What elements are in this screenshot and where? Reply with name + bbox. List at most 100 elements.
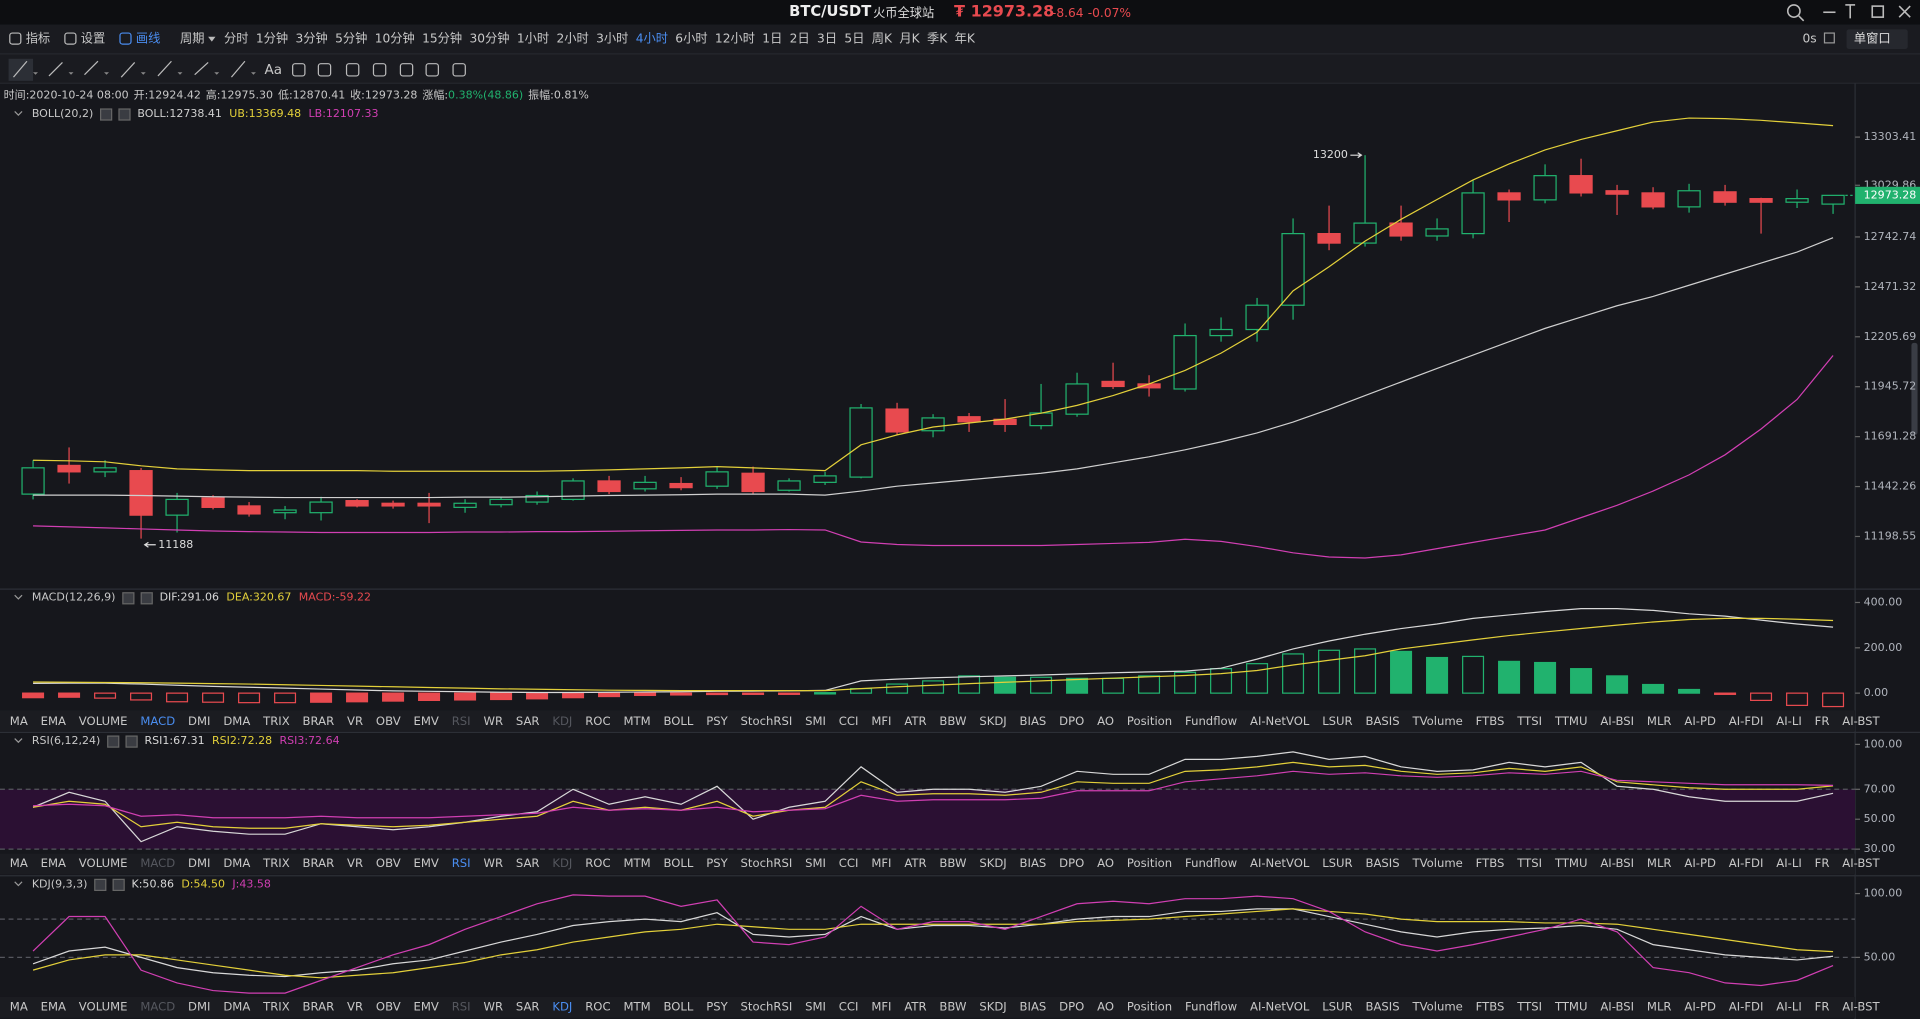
period-button[interactable]: 15分钟 <box>422 31 462 46</box>
indicator-tab[interactable]: VR <box>347 999 363 1013</box>
indicator-tab[interactable]: EMA <box>41 714 66 728</box>
indicator-tab[interactable]: MFI <box>871 999 891 1013</box>
indicator-icon[interactable] <box>125 735 138 748</box>
period-button[interactable]: 30分钟 <box>469 31 509 46</box>
indicator-tab[interactable]: FR <box>1815 999 1830 1013</box>
indicator-tab[interactable]: SAR <box>516 856 540 870</box>
indicator-tab[interactable]: ATR <box>904 856 926 870</box>
indicator-tab[interactable]: SMI <box>805 856 826 870</box>
indicator-tab[interactable]: OBV <box>376 856 401 870</box>
indicator-tab[interactable]: AI-BSI <box>1600 856 1634 870</box>
period-button[interactable]: 3日 <box>817 32 837 46</box>
indicator-tab[interactable]: WR <box>483 714 503 728</box>
indicator-tab[interactable]: PSY <box>706 714 728 728</box>
indicator-tab[interactable]: BASIS <box>1366 714 1400 728</box>
indicator-tab[interactable]: DPO <box>1059 856 1084 870</box>
indicator-tab[interactable]: TTSI <box>1516 714 1542 728</box>
indicator-tab[interactable]: AI-PD <box>1684 999 1716 1013</box>
indicator-tab[interactable]: MTM <box>623 856 650 870</box>
indicator-tab[interactable]: MA <box>10 999 28 1013</box>
indicator-tab[interactable]: BIAS <box>1020 856 1047 870</box>
indicator-tab[interactable]: AI-LI <box>1776 856 1801 870</box>
refresh-icon[interactable] <box>1823 32 1835 44</box>
indicator-tab[interactable]: EMA <box>41 999 66 1013</box>
indicator-tab[interactable]: SAR <box>516 999 540 1013</box>
indicator-tab[interactable]: ROC <box>585 714 610 728</box>
indicator-tab[interactable]: BASIS <box>1366 856 1400 870</box>
indicator-tab[interactable]: RSI <box>452 714 471 728</box>
indicator-icon[interactable] <box>140 592 153 605</box>
indicator-icon[interactable] <box>118 108 131 121</box>
indicator-tab[interactable]: RSI <box>452 999 471 1013</box>
indicator-tab[interactable]: MA <box>10 714 28 728</box>
indicator-tab[interactable]: WR <box>483 999 503 1013</box>
window-mode-box[interactable] <box>1846 29 1908 49</box>
indicator-tab[interactable]: BOLL <box>663 999 693 1013</box>
period-label[interactable]: 周期 <box>180 32 204 46</box>
period-button[interactable]: 5分钟 <box>335 31 367 46</box>
indicator-tab[interactable]: TTSI <box>1516 999 1542 1013</box>
indicator-tab[interactable]: Position <box>1127 856 1172 870</box>
indicator-tab[interactable]: StochRSI <box>741 999 793 1013</box>
drawing-tool[interactable] <box>292 63 306 77</box>
indicator-tab[interactable]: AI-FDI <box>1729 714 1764 728</box>
indicator-tab[interactable]: BASIS <box>1366 999 1400 1013</box>
indicator-tab[interactable]: VR <box>347 856 363 870</box>
indicator-tab[interactable]: MLR <box>1647 856 1672 870</box>
drawing-tool[interactable] <box>194 62 209 76</box>
indicator-tab[interactable]: AI-BST <box>1842 714 1880 728</box>
indicator-tab[interactable]: AO <box>1097 999 1114 1013</box>
toolbar-icon[interactable] <box>119 32 132 45</box>
indicator-tab[interactable]: BOLL <box>663 714 693 728</box>
indicator-tab[interactable]: SKDJ <box>979 856 1006 870</box>
drawing-tool[interactable] <box>48 62 63 77</box>
indicator-tab[interactable]: AI-BSI <box>1600 999 1634 1013</box>
indicator-tab[interactable]: ATR <box>904 999 926 1013</box>
toolbar-icon[interactable] <box>9 32 22 45</box>
toolbar-button[interactable]: 指标 <box>26 31 50 46</box>
period-button[interactable]: 分时 <box>224 32 248 46</box>
collapse-chevron[interactable] <box>14 111 23 116</box>
indicator-tab[interactable]: StochRSI <box>741 714 793 728</box>
indicator-tab[interactable]: MACD <box>140 714 175 728</box>
close[interactable] <box>1898 5 1911 18</box>
toolbar-icon[interactable] <box>64 32 77 45</box>
indicator-icon[interactable] <box>112 878 125 892</box>
indicator-tab[interactable]: SMI <box>805 714 826 728</box>
indicator-tab[interactable]: FTBS <box>1476 714 1505 728</box>
indicator-tab[interactable]: BRAR <box>303 999 335 1013</box>
period-button[interactable]: 2日 <box>790 32 810 46</box>
indicator-tab[interactable]: MA <box>10 856 28 870</box>
collapse-chevron[interactable] <box>14 881 23 887</box>
collapse-chevron[interactable] <box>14 594 23 600</box>
indicator-tab[interactable]: DMA <box>223 999 250 1013</box>
indicator-tab[interactable]: DMI <box>188 856 210 870</box>
period-button[interactable]: 1日 <box>762 32 782 46</box>
indicator-tab[interactable]: DMI <box>188 999 210 1013</box>
indicator-tab[interactable]: KDJ <box>552 856 572 870</box>
indicator-tab[interactable]: MLR <box>1647 999 1672 1013</box>
indicator-tab[interactable]: TTMU <box>1554 999 1588 1013</box>
indicator-tab[interactable]: ATR <box>904 714 926 728</box>
drawing-tool[interactable] <box>120 62 136 78</box>
toolbar-button[interactable]: 画线 <box>136 32 160 46</box>
indicator-tab[interactable]: SAR <box>516 714 540 728</box>
indicator-tab[interactable]: WR <box>483 856 503 870</box>
period-button[interactable]: 3小时 <box>596 32 628 46</box>
indicator-tab[interactable]: MTM <box>623 714 650 728</box>
indicator-tab[interactable]: AI-BST <box>1842 999 1880 1013</box>
indicator-tab[interactable]: TVolume <box>1411 999 1462 1013</box>
search-icon[interactable] <box>1798 15 1805 22</box>
indicator-tab[interactable]: AI-FDI <box>1729 999 1764 1013</box>
indicator-tab[interactable]: DMA <box>223 714 250 728</box>
period-button[interactable]: 1分钟 <box>256 31 288 46</box>
collapse-chevron[interactable] <box>14 738 23 744</box>
indicator-tab[interactable]: SKDJ <box>979 714 1006 728</box>
indicator-tab[interactable]: MFI <box>871 714 891 728</box>
indicator-tab[interactable]: FR <box>1815 714 1830 728</box>
indicator-tab[interactable]: TTMU <box>1554 714 1588 728</box>
indicator-tab[interactable]: AI-LI <box>1776 999 1801 1013</box>
indicator-tab[interactable]: OBV <box>376 999 401 1013</box>
indicator-tab[interactable]: EMA <box>41 856 66 870</box>
indicator-tab[interactable]: AO <box>1097 856 1114 870</box>
